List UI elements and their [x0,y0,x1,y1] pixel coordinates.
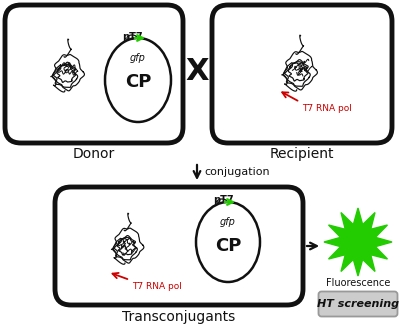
Text: X: X [185,57,209,87]
Ellipse shape [105,38,171,122]
Text: Transconjugants: Transconjugants [122,310,236,324]
Text: HT screening: HT screening [317,299,399,309]
Text: Recipient: Recipient [270,147,334,161]
Text: T7 RNA pol: T7 RNA pol [302,104,352,113]
FancyBboxPatch shape [212,5,392,143]
Text: Donor: Donor [73,147,115,161]
Text: CP: CP [125,73,151,91]
Polygon shape [324,208,392,276]
Text: pT7: pT7 [213,195,234,205]
Text: gfp: gfp [220,217,236,227]
Ellipse shape [196,202,260,282]
FancyBboxPatch shape [5,5,183,143]
Text: Fluorescence: Fluorescence [326,278,390,288]
Text: gfp: gfp [130,53,146,63]
FancyBboxPatch shape [318,292,398,317]
Text: CP: CP [215,237,241,255]
Text: pT7: pT7 [122,32,143,42]
FancyBboxPatch shape [55,187,303,305]
Text: T7 RNA pol: T7 RNA pol [132,282,182,291]
Text: conjugation: conjugation [204,167,270,177]
